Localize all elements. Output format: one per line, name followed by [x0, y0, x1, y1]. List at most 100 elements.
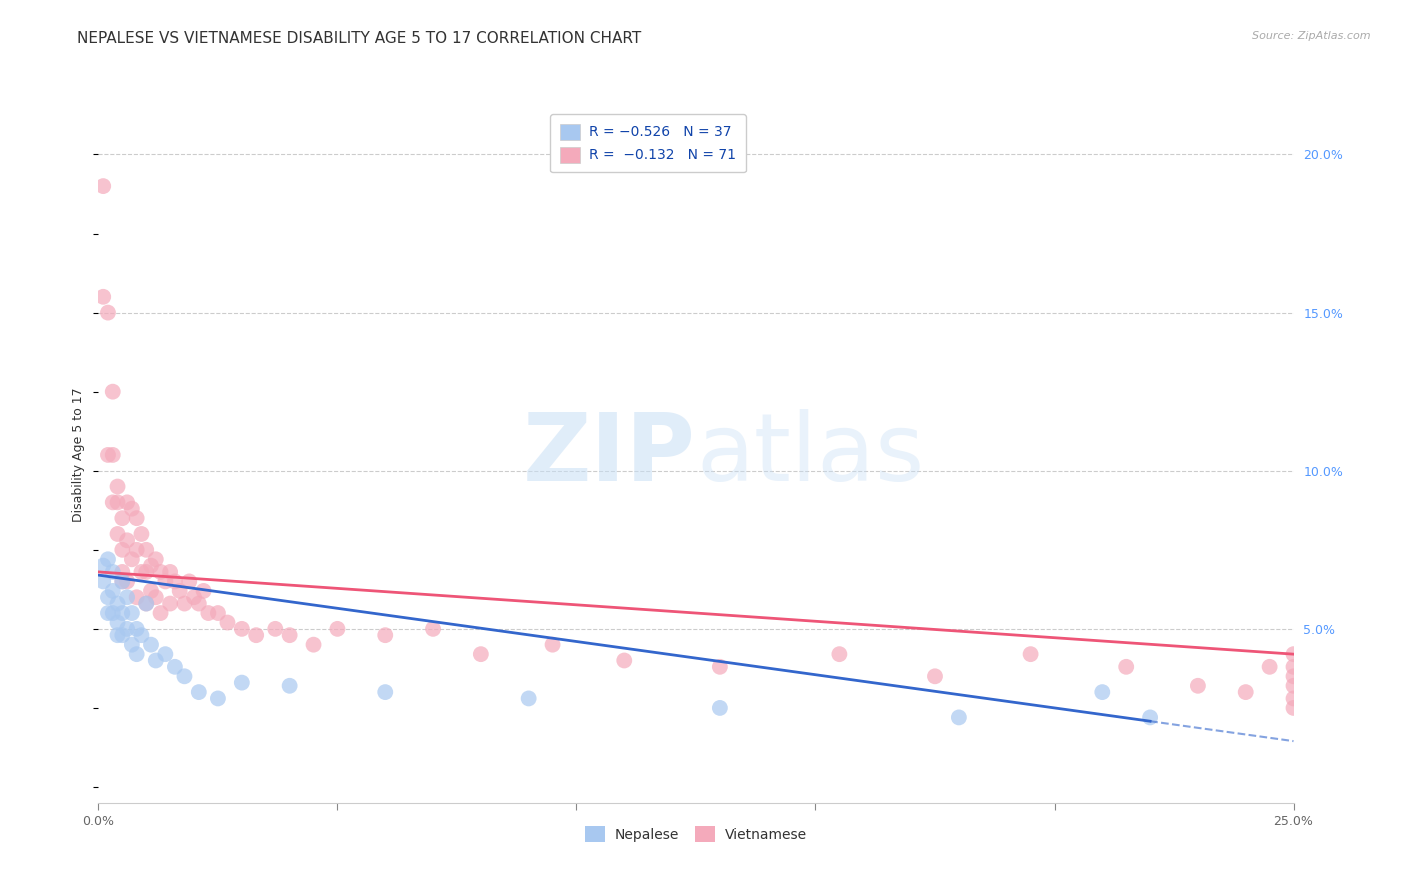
Point: [1019, 647, 1042, 661]
Point: [115, 495, 138, 509]
Point: [159, 597, 181, 611]
Point: [1282, 679, 1305, 693]
Point: [135, 542, 157, 557]
Point: [948, 710, 970, 724]
Point: [101, 448, 124, 462]
Point: [422, 622, 444, 636]
Point: [111, 574, 134, 589]
Point: [159, 565, 181, 579]
Point: [115, 622, 138, 636]
Point: [1282, 669, 1305, 683]
Point: [101, 583, 124, 598]
Point: [101, 565, 124, 579]
Point: [149, 565, 172, 579]
Point: [278, 679, 301, 693]
Point: [183, 591, 205, 605]
Point: [97, 552, 120, 566]
Point: [139, 638, 162, 652]
Point: [101, 495, 124, 509]
Point: [1115, 660, 1137, 674]
Point: [97, 448, 120, 462]
Point: [1258, 660, 1281, 674]
Point: [207, 606, 229, 620]
Point: [1282, 660, 1305, 674]
Point: [125, 511, 148, 525]
Point: [326, 622, 349, 636]
Point: [470, 647, 492, 661]
Point: [179, 574, 201, 589]
Point: [135, 565, 157, 579]
Point: [264, 622, 287, 636]
Point: [125, 591, 148, 605]
Text: atlas: atlas: [696, 409, 924, 501]
Point: [91, 290, 114, 304]
Point: [145, 552, 167, 566]
Text: ZIP: ZIP: [523, 409, 696, 501]
Point: [231, 675, 253, 690]
Point: [97, 305, 120, 319]
Point: [1091, 685, 1114, 699]
Point: [149, 606, 172, 620]
Y-axis label: Disability Age 5 to 17: Disability Age 5 to 17: [72, 388, 86, 522]
Legend: Nepalese, Vietnamese: Nepalese, Vietnamese: [579, 821, 813, 848]
Point: [131, 527, 153, 541]
Point: [121, 501, 143, 516]
Point: [145, 653, 167, 667]
Point: [107, 597, 129, 611]
Point: [374, 685, 396, 699]
Point: [131, 628, 153, 642]
Text: NEPALESE VS VIETNAMESE DISABILITY AGE 5 TO 17 CORRELATION CHART: NEPALESE VS VIETNAMESE DISABILITY AGE 5 …: [77, 31, 641, 46]
Point: [107, 628, 129, 642]
Point: [91, 179, 114, 194]
Point: [145, 591, 167, 605]
Point: [111, 565, 134, 579]
Point: [91, 574, 114, 589]
Point: [91, 558, 114, 573]
Point: [1282, 701, 1305, 715]
Point: [121, 552, 143, 566]
Point: [187, 685, 209, 699]
Point: [1187, 679, 1209, 693]
Point: [1282, 691, 1305, 706]
Point: [115, 574, 138, 589]
Point: [541, 638, 564, 652]
Point: [135, 597, 157, 611]
Point: [217, 615, 239, 630]
Point: [139, 558, 162, 573]
Point: [121, 606, 143, 620]
Point: [1139, 710, 1161, 724]
Point: [115, 591, 138, 605]
Point: [163, 660, 186, 674]
Point: [107, 527, 129, 541]
Point: [1234, 685, 1257, 699]
Point: [163, 574, 186, 589]
Point: [131, 565, 153, 579]
Point: [302, 638, 325, 652]
Point: [155, 574, 177, 589]
Point: [135, 597, 157, 611]
Point: [924, 669, 946, 683]
Point: [155, 647, 177, 661]
Point: [709, 660, 731, 674]
Point: [97, 591, 120, 605]
Point: [107, 479, 129, 493]
Point: [111, 542, 134, 557]
Point: [517, 691, 540, 706]
Point: [169, 583, 191, 598]
Point: [125, 542, 148, 557]
Point: [111, 511, 134, 525]
Point: [197, 606, 219, 620]
Point: [187, 597, 209, 611]
Point: [111, 628, 134, 642]
Point: [107, 495, 129, 509]
Point: [125, 622, 148, 636]
Point: [278, 628, 301, 642]
Point: [111, 574, 134, 589]
Point: [193, 583, 215, 598]
Point: [374, 628, 396, 642]
Point: [139, 583, 162, 598]
Point: [828, 647, 851, 661]
Point: [101, 606, 124, 620]
Point: [121, 638, 143, 652]
Point: [207, 691, 229, 706]
